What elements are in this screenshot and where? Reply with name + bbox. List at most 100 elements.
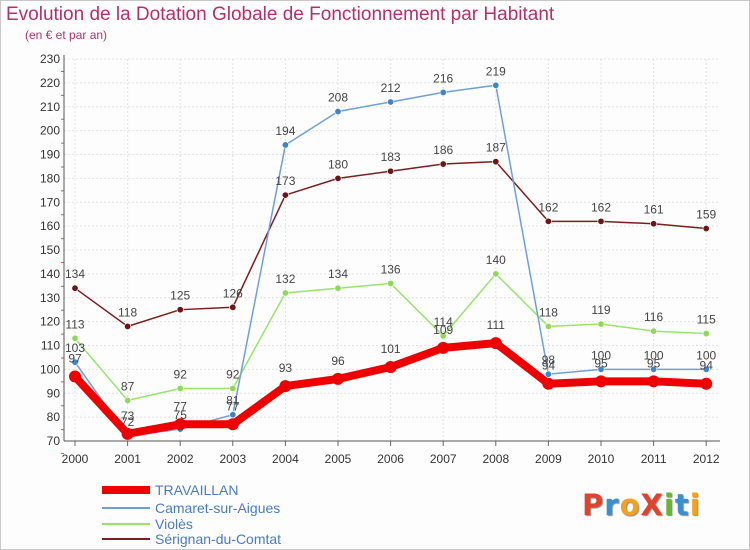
data-point (544, 370, 552, 378)
data-point (176, 384, 184, 392)
data-point (226, 418, 239, 431)
data-label: 100 (591, 348, 611, 362)
x-tick-label: 2005 (325, 452, 352, 466)
x-tick-label: 2011 (641, 452, 667, 466)
data-label: 162 (538, 200, 558, 214)
data-point (597, 320, 605, 328)
data-label: 125 (170, 289, 190, 303)
data-point (71, 358, 79, 366)
data-point (702, 365, 710, 373)
data-point (439, 88, 447, 96)
data-point (702, 225, 710, 233)
data-label: 103 (65, 341, 85, 355)
data-point (650, 327, 658, 335)
data-point (384, 360, 397, 373)
y-tick-label: 200 (40, 124, 60, 138)
data-label: 101 (381, 342, 401, 356)
data-point (71, 284, 79, 292)
logo-letter: X (640, 488, 664, 522)
data-label: 95 (594, 356, 608, 370)
data-label: 183 (381, 150, 401, 164)
data-label: 113 (65, 317, 84, 331)
data-point (544, 217, 552, 225)
x-tick-label: 2001 (114, 452, 141, 466)
data-label: 96 (331, 354, 345, 368)
y-tick-label: 100 (40, 362, 60, 376)
y-tick-label: 70 (47, 434, 61, 448)
data-label: 100 (644, 348, 664, 362)
data-label: 159 (696, 208, 716, 222)
y-tick-label: 130 (40, 291, 60, 305)
series-layer (69, 81, 713, 440)
data-point (124, 396, 132, 404)
data-point (650, 220, 658, 228)
logo-letter: t (674, 488, 690, 522)
data-label: 180 (328, 157, 348, 171)
x-tick-label: 2003 (219, 452, 246, 466)
legend-label: Sérignan-du-Comtat (155, 531, 281, 547)
data-label: 208 (328, 91, 348, 105)
data-label: 77 (226, 399, 240, 413)
y-tick-label: 210 (40, 100, 60, 114)
data-label: 186 (433, 143, 453, 157)
data-label: 194 (275, 124, 295, 138)
data-point (492, 81, 500, 89)
y-tick-label: 110 (41, 339, 60, 353)
data-point (124, 322, 132, 330)
y-tick-label: 180 (40, 171, 60, 185)
x-tick-label: 2010 (588, 452, 615, 466)
data-point (332, 372, 344, 385)
data-label: 114 (434, 315, 453, 329)
data-point (437, 341, 450, 354)
data-point (544, 322, 552, 330)
data-point (439, 332, 447, 340)
logo-letter: P (582, 488, 605, 522)
data-label: 94 (542, 359, 556, 373)
data-label: 118 (539, 305, 558, 319)
chart-title: Evolution de la Dotation Globale de Fonc… (6, 4, 555, 25)
x-tick-label: 2009 (535, 452, 562, 466)
data-label: 212 (381, 81, 401, 95)
data-point (439, 160, 447, 168)
data-point (650, 365, 658, 373)
data-label: 92 (174, 367, 188, 381)
data-label: 115 (697, 313, 716, 327)
data-label: 118 (118, 305, 137, 319)
data-label: 100 (696, 348, 716, 362)
y-tick-label: 220 (40, 76, 60, 90)
data-point (229, 303, 237, 311)
legend-label: TRAVAILLAN (155, 482, 239, 498)
y-tick-label: 160 (40, 219, 60, 233)
legend-label: Camaret-sur-Aigues (155, 500, 280, 516)
data-point (334, 108, 342, 116)
y-tick-label: 80 (47, 410, 61, 424)
data-point (387, 98, 395, 106)
data-point (597, 365, 605, 373)
data-point (281, 289, 289, 297)
data-point (542, 377, 555, 390)
data-label: 216 (433, 71, 453, 85)
data-point (597, 217, 605, 225)
y-tick-label: 90 (47, 386, 61, 400)
chart-subtitle: (en € et par an) (25, 28, 108, 42)
legend: TRAVAILLAN Camaret-sur-AiguesViolèsSérign… (102, 482, 281, 547)
logo-letter: i (663, 488, 675, 522)
data-label: 95 (647, 356, 661, 370)
data-label: 73 (121, 409, 135, 423)
data-point (174, 418, 187, 431)
data-label: 134 (65, 267, 85, 281)
x-tick-label: 2008 (482, 452, 509, 466)
x-tick-label: 2006 (377, 452, 404, 466)
data-label: 87 (121, 379, 135, 393)
y-tick-label: 140 (40, 267, 60, 281)
y-tick-label: 170 (40, 195, 60, 209)
data-point (647, 375, 660, 388)
data-label: 161 (644, 203, 664, 217)
data-label: 134 (328, 267, 348, 281)
logo-letter: r (604, 488, 620, 522)
data-label: 94 (700, 359, 714, 373)
data-label: 119 (591, 303, 610, 317)
data-point (700, 377, 713, 390)
x-tick-label: 2007 (430, 452, 457, 466)
